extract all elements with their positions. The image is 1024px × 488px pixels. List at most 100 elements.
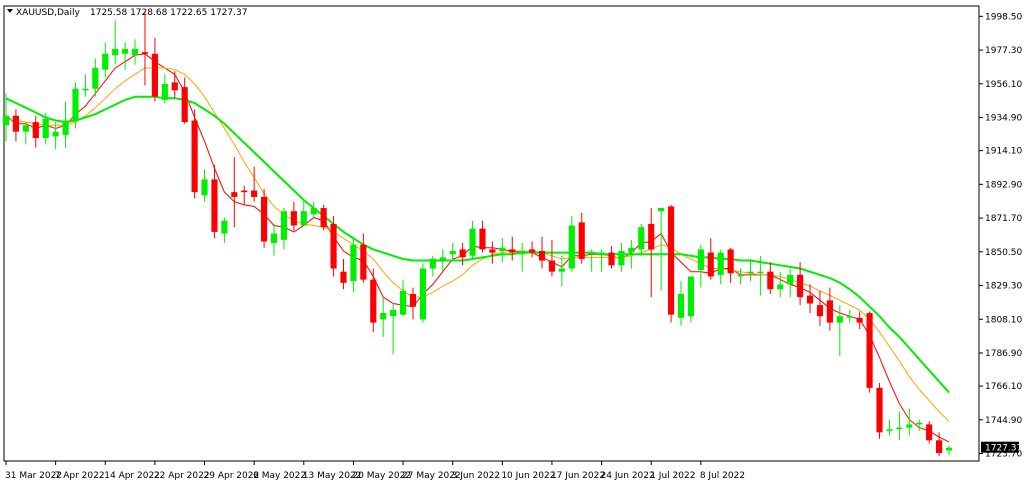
price-tick-label: 1723.70 [985, 450, 1022, 460]
candle-body [578, 222, 585, 259]
candle-body [737, 274, 744, 277]
candle-body [310, 208, 317, 215]
candle-body [806, 295, 814, 304]
candle-body [290, 211, 297, 226]
candle [62, 101, 69, 148]
candle [836, 305, 843, 356]
candle-body [122, 48, 129, 54]
candle-body [767, 271, 774, 290]
candle [330, 216, 337, 277]
candle-body [558, 268, 565, 272]
candle-body [667, 206, 675, 315]
price-tick-label: 1914.10 [985, 147, 1022, 157]
candle [787, 268, 794, 298]
candle-body [538, 251, 546, 261]
candle [707, 238, 714, 280]
candle [856, 311, 863, 329]
candle-body [320, 208, 327, 228]
candle-body [598, 252, 605, 255]
candle [320, 204, 327, 231]
candle-body [717, 252, 724, 275]
candle-body [62, 120, 69, 135]
candle [300, 200, 307, 226]
candle [509, 236, 516, 261]
candle-body [816, 305, 824, 317]
candle-body [72, 88, 79, 121]
candle [479, 220, 486, 253]
candle-body [548, 260, 556, 272]
candle-body [370, 279, 377, 323]
candle [52, 122, 59, 150]
candle-body [658, 208, 665, 212]
candle-body [935, 440, 943, 454]
candle [32, 115, 39, 148]
price-tick-label: 1892.90 [985, 180, 1022, 190]
time-tick-label: 24 Jun 2022 [601, 471, 655, 481]
time-tick-label: 13 May 2022 [303, 471, 362, 481]
time-tick-label: 10 Jun 2022 [501, 471, 555, 481]
candle-body [409, 293, 417, 307]
candle [161, 74, 168, 104]
candle [568, 216, 575, 272]
candle [876, 383, 883, 439]
candle-body [469, 228, 476, 256]
candle [628, 239, 635, 269]
candle [340, 258, 347, 290]
price-tick-label: 1871.70 [985, 214, 1022, 224]
candle-body [2, 115, 10, 126]
candle [489, 241, 496, 264]
price-tick-label: 1829.30 [985, 282, 1022, 292]
candle [419, 263, 426, 323]
time-tick-label: 14 Apr 2022 [104, 471, 160, 481]
candle-body [896, 427, 903, 430]
candle-body [826, 300, 833, 323]
candle [548, 239, 556, 277]
candle-body [181, 87, 188, 123]
candle [826, 287, 833, 331]
candle [638, 223, 645, 256]
candle-body [261, 196, 268, 242]
candle-body [707, 252, 714, 277]
candle-body [270, 233, 278, 244]
candle-body [211, 179, 218, 232]
candle-body [32, 122, 39, 139]
candle [578, 212, 585, 264]
candle [519, 243, 526, 272]
candle [350, 236, 357, 293]
candle [667, 204, 675, 323]
candle [251, 166, 258, 202]
plot-area [3, 5, 980, 462]
price-tick-label: 1786.90 [985, 349, 1022, 359]
candle-body [141, 52, 149, 54]
candle [211, 165, 218, 239]
candle-body [419, 268, 426, 320]
candle [598, 249, 605, 272]
candle [191, 109, 198, 199]
candle-body [856, 317, 863, 323]
candle-body [648, 223, 655, 250]
candle-body [221, 220, 228, 234]
candle [926, 421, 933, 444]
candle-body [797, 274, 804, 298]
candle-body [12, 115, 20, 132]
candle-body [330, 223, 337, 269]
candle-body [866, 313, 873, 388]
candle [737, 268, 744, 285]
candle [171, 71, 178, 99]
moving-average-line [5, 53, 950, 443]
candle-body [628, 247, 635, 253]
candle [290, 201, 297, 231]
price-axis: 1998.50 1977.30 1956.10 1934.90 1914.10 1892.… [979, 12, 1022, 460]
candle [717, 249, 724, 285]
candle [797, 262, 804, 306]
candle [231, 157, 238, 228]
candle [945, 445, 953, 456]
price-tick-label: 1850.50 [985, 248, 1022, 258]
candle-body [787, 274, 794, 285]
candle [360, 233, 367, 283]
candle [588, 249, 595, 272]
candle [399, 279, 407, 317]
candle-body [459, 249, 466, 258]
triangle-down-icon[interactable] [7, 9, 13, 13]
